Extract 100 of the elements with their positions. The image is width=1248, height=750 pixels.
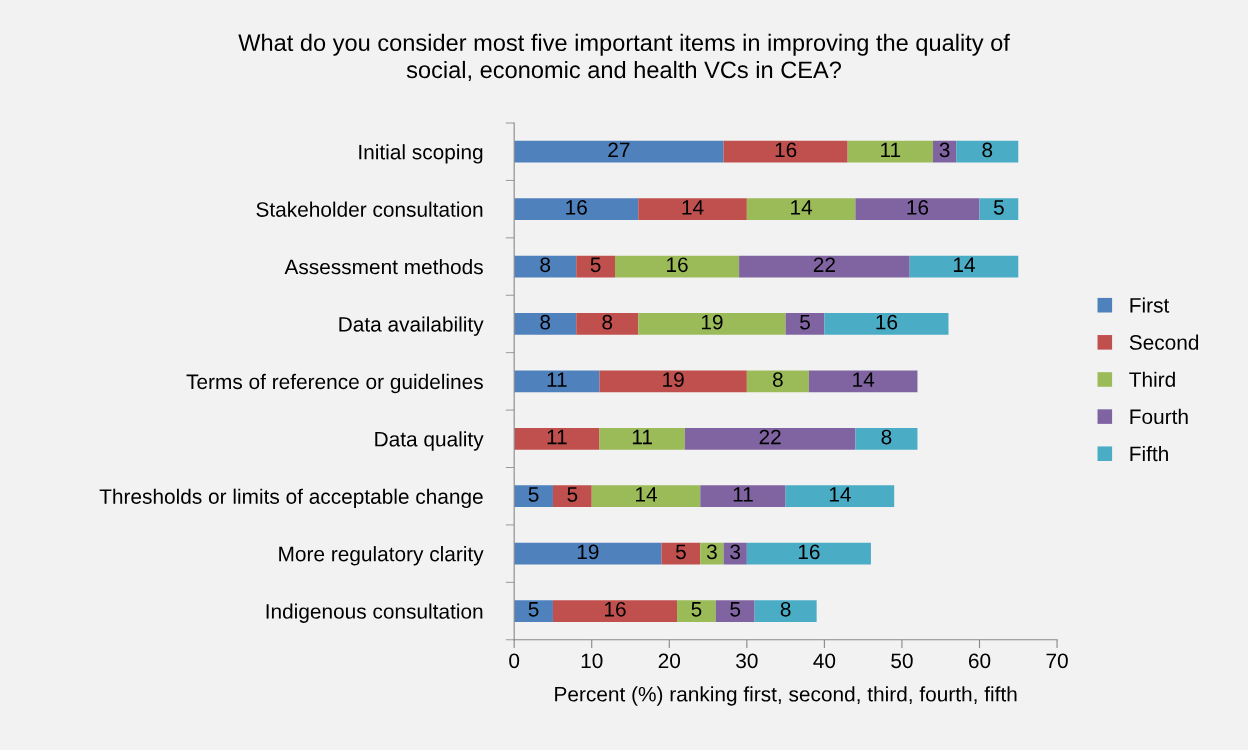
data-label: 16	[775, 142, 797, 158]
bar	[514, 485, 553, 508]
data-label: 8	[540, 257, 551, 273]
y-tick-label: Data quality	[375, 431, 484, 451]
data-label: 8	[881, 429, 892, 445]
data-label: 5	[993, 200, 1004, 215]
data-label: 3	[706, 544, 717, 560]
bar	[615, 255, 740, 278]
bar	[638, 313, 786, 335]
data-label: 8	[780, 601, 791, 617]
bar	[576, 255, 615, 278]
y-tick-label: Stakeholder consultation	[256, 201, 483, 217]
bar	[599, 427, 685, 450]
bar	[746, 198, 856, 221]
bar	[514, 140, 724, 163]
legend-label: First	[1130, 297, 1170, 313]
y-tick-label: Data availability	[339, 316, 484, 336]
data-label: 14	[791, 200, 813, 215]
bar	[700, 485, 786, 508]
data-label: 5	[675, 544, 686, 560]
bar	[754, 600, 817, 622]
bar	[514, 198, 639, 221]
bar	[514, 600, 553, 622]
bar	[739, 255, 910, 278]
data-label: 5	[730, 602, 741, 617]
x-tick-label: 40	[813, 653, 836, 669]
data-label: 8	[772, 372, 783, 387]
bar	[824, 313, 949, 335]
data-label: 11	[733, 487, 753, 502]
data-label: 5	[691, 602, 702, 617]
legend-label: Fifth	[1130, 445, 1168, 462]
bar	[514, 542, 662, 565]
data-label: 14	[682, 200, 704, 215]
bar	[684, 427, 856, 450]
data-label: 3	[730, 544, 741, 560]
bar	[576, 313, 639, 335]
data-label: 16	[798, 544, 820, 560]
data-label: 14	[953, 257, 975, 272]
bar	[700, 542, 724, 565]
data-label: 5	[567, 487, 578, 502]
data-label: 16	[667, 257, 688, 273]
x-tick-label: 20	[658, 653, 681, 669]
y-tick-label: Indigenous consultation	[266, 603, 483, 623]
bar	[661, 542, 701, 565]
x-tick-label: 60	[968, 653, 991, 669]
data-label: 11	[632, 429, 652, 445]
data-label: 19	[577, 544, 599, 560]
bar	[723, 140, 848, 163]
bar	[785, 485, 895, 508]
data-label: 5	[528, 602, 539, 617]
bar	[591, 485, 701, 508]
x-tick-label: 50	[891, 653, 913, 669]
chart-title: What do you consider most five important items in improving the quality of social, economic and health VCs in CEA?	[238, 33, 1010, 82]
bar	[599, 370, 747, 393]
bar	[552, 600, 678, 622]
data-label: 16	[566, 199, 587, 215]
data-label: 11	[547, 429, 567, 445]
data-label: 8	[982, 142, 993, 158]
y-tick-label: Initial scoping	[359, 144, 483, 164]
data-label: 27	[608, 142, 630, 158]
bar	[514, 370, 600, 393]
y-tick-label: Thresholds or limits of acceptable change	[99, 488, 483, 509]
bar	[677, 600, 716, 622]
bar	[715, 600, 755, 622]
data-label: 16	[876, 314, 898, 330]
data-label: 19	[701, 314, 723, 330]
bar	[514, 313, 577, 335]
bar	[552, 485, 592, 508]
data-label: 14	[636, 487, 657, 502]
data-label: 14	[829, 487, 851, 502]
bar	[746, 542, 871, 565]
data-label: 19	[663, 372, 684, 387]
data-label: 14	[853, 372, 875, 387]
data-label: 16	[907, 199, 929, 215]
bar	[979, 198, 1019, 221]
y-tick-label: More regulatory clarity	[279, 546, 484, 566]
data-label: 5	[528, 487, 539, 502]
x-tick-label: 30	[736, 653, 758, 669]
y-tick-label: Assessment methods	[284, 258, 483, 275]
bar	[638, 198, 747, 221]
bar	[847, 140, 933, 163]
bar	[514, 255, 577, 278]
bar	[855, 427, 918, 450]
data-label: 11	[881, 142, 901, 158]
data-label: 8	[540, 314, 551, 330]
bar	[855, 198, 980, 221]
bar	[746, 370, 809, 393]
bar	[909, 255, 1019, 278]
x-tick-label: 10	[581, 653, 603, 669]
legend-label: Third	[1129, 371, 1175, 387]
bar	[785, 313, 825, 335]
data-label: 5	[590, 257, 601, 273]
bar	[808, 370, 918, 393]
x-tick-label: 70	[1046, 653, 1068, 669]
x-tick-label: 0	[509, 653, 520, 669]
x-axis-title: Percent (%) ranking first, second, third, fourth, fifth	[555, 686, 1017, 706]
legend-label: Second	[1129, 334, 1199, 350]
data-label: 8	[602, 314, 613, 330]
bar	[956, 140, 1019, 163]
legend-label: Fourth	[1130, 408, 1188, 425]
